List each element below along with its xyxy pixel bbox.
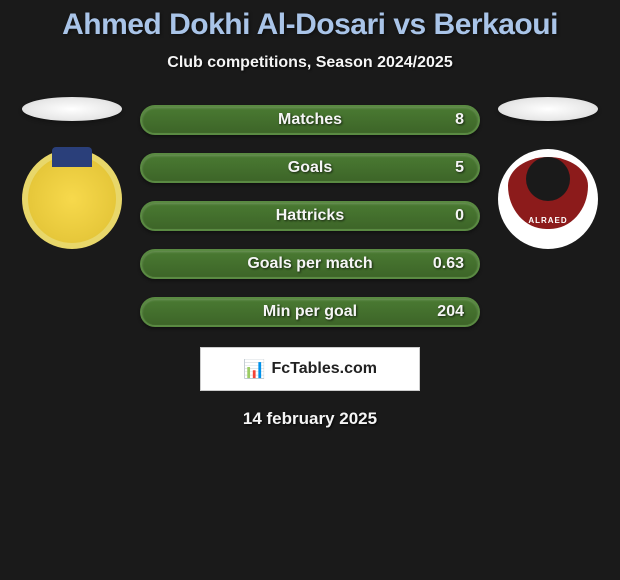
stats-list: Matches 8 Goals 5 Hattricks 0 Goals per … <box>140 105 480 327</box>
stat-label: Matches <box>278 111 342 129</box>
left-ellipse <box>22 97 122 121</box>
stat-label: Goals <box>288 159 332 177</box>
stat-value: 0.63 <box>433 255 464 273</box>
subtitle: Club competitions, Season 2024/2025 <box>15 54 605 72</box>
stat-bar-gpm: Goals per match 0.63 <box>140 249 480 279</box>
stat-value: 204 <box>437 303 464 321</box>
left-column <box>22 97 122 249</box>
stat-label: Min per goal <box>263 303 357 321</box>
stat-label: Hattricks <box>276 207 344 225</box>
team-badge-right: ALRAED 1954 <box>498 149 598 249</box>
stat-value: 8 <box>455 111 464 129</box>
team-badge-left <box>22 149 122 249</box>
stat-label: Goals per match <box>247 255 372 273</box>
watermark[interactable]: 📊 FcTables.com <box>200 347 420 391</box>
stat-bar-matches: Matches 8 <box>140 105 480 135</box>
stat-value: 5 <box>455 159 464 177</box>
stat-bar-hattricks: Hattricks 0 <box>140 201 480 231</box>
watermark-text: FcTables.com <box>271 360 377 378</box>
page-title: Ahmed Dokhi Al-Dosari vs Berkaoui <box>15 8 605 42</box>
stat-bar-mpg: Min per goal 204 <box>140 297 480 327</box>
date-label: 14 february 2025 <box>15 409 605 429</box>
right-ellipse <box>498 97 598 121</box>
chart-icon: 📊 <box>243 359 265 380</box>
right-column: ALRAED 1954 <box>498 97 598 249</box>
content-row: Matches 8 Goals 5 Hattricks 0 Goals per … <box>15 97 605 327</box>
badge-year: 1954 <box>540 230 556 237</box>
comparison-card: Ahmed Dokhi Al-Dosari vs Berkaoui Club c… <box>0 0 620 437</box>
badge-ball-icon <box>526 157 570 201</box>
stat-bar-goals: Goals 5 <box>140 153 480 183</box>
stat-value: 0 <box>455 207 464 225</box>
badge-team-name: ALRAED <box>528 216 567 225</box>
